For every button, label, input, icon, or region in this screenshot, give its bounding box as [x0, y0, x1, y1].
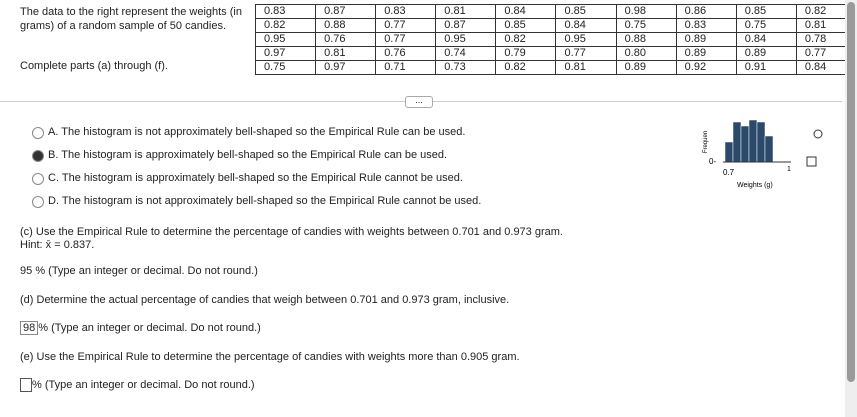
table-cell: 0.85 — [495, 18, 557, 33]
radio[interactable] — [32, 173, 44, 185]
table-cell: 0.89 — [615, 60, 677, 75]
table-cell: 0.77 — [375, 18, 437, 33]
table-cell: 0.82 — [495, 32, 557, 47]
table-cell: 0.97 — [254, 46, 317, 61]
table-cell: 0.80 — [615, 46, 677, 61]
table-cell: 0.95 — [254, 32, 317, 47]
hint: Hint: x̄ = 0.837. — [20, 239, 95, 251]
table-cell: 0.92 — [675, 60, 737, 75]
radio[interactable] — [32, 196, 44, 208]
x-label: Weights (g) — [737, 182, 773, 189]
histogram-bars — [724, 119, 774, 163]
table-cell: 0.88 — [315, 18, 377, 33]
scroll-thumb[interactable] — [847, 2, 855, 382]
table-cell: 0.87 — [315, 4, 377, 19]
x-start: 0.7 — [723, 168, 735, 177]
table-cell: 0.74 — [435, 46, 497, 61]
option-letter: D. — [48, 195, 59, 207]
histogram-thumbnail: Frequen 0- 0.7 1 Weights (g) — [703, 119, 823, 189]
table-cell: 0.83 — [254, 4, 317, 19]
table-cell: 0.71 — [375, 60, 437, 75]
answer-note: % (Type an integer or decimal. Do not ro… — [35, 265, 258, 277]
expand-button[interactable]: ... — [405, 96, 433, 108]
table-cell: 0.81 — [555, 60, 617, 75]
option-text: The histogram is approximately bell-shap… — [61, 172, 463, 184]
table-row: 0.75 0.97 0.71 0.73 0.82 0.81 0.89 0.92 0.91 0.84 — [254, 60, 857, 75]
question: (c) Use the Empirical Rule to determine … — [20, 226, 563, 238]
table-cell: 0.84 — [495, 4, 557, 19]
table-cell: 0.86 — [675, 4, 737, 19]
table-cell: 0.75 — [254, 60, 317, 75]
table-row: 0.82 0.88 0.77 0.87 0.85 0.84 0.75 0.83 0.75 0.81 — [254, 18, 857, 33]
option-letter: A. — [48, 126, 59, 138]
table-cell: 0.82 — [495, 60, 557, 75]
table-cell: 0.83 — [675, 18, 737, 33]
option-text: The histogram is not approximately bell-… — [61, 126, 466, 138]
table-cell: 0.82 — [254, 18, 317, 33]
table-cell: 0.81 — [315, 46, 377, 61]
table-cell: 0.75 — [735, 18, 797, 33]
table-cell: 0.89 — [675, 32, 737, 47]
option-letter: B. — [48, 149, 59, 161]
table-cell: 0.91 — [735, 60, 797, 75]
table-cell: 0.83 — [375, 4, 437, 19]
zoom-icon[interactable] — [813, 129, 823, 139]
table-cell: 0.98 — [615, 4, 677, 19]
table-cell: 0.76 — [315, 32, 377, 47]
radio-selected[interactable] — [32, 150, 44, 162]
option-text: The histogram is not approximately bell-… — [61, 195, 482, 207]
table-cell: 0.84 — [555, 18, 617, 33]
table-cell: 0.73 — [435, 60, 497, 75]
answer[interactable]: 98 — [20, 321, 39, 335]
radio[interactable] — [32, 127, 44, 139]
table-cell: 0.88 — [615, 32, 677, 47]
table-cell: 0.95 — [435, 32, 497, 47]
question: (e) Use the Empirical Rule to determine … — [20, 351, 520, 363]
table-cell: 0.87 — [435, 18, 497, 33]
answer-box[interactable] — [20, 378, 32, 392]
instruction: Complete parts (a) through (f). — [20, 60, 168, 72]
answer-note: % (Type an integer or decimal. Do not ro… — [38, 322, 261, 334]
table-row: 0.83 0.87 0.83 0.81 0.84 0.85 0.98 0.86 0.85 0.82 — [254, 4, 857, 19]
table-cell: 0.85 — [555, 4, 617, 19]
data-table: 0.83 0.87 0.83 0.81 0.84 0.85 0.98 0.86 0.85 0.82… — [254, 4, 857, 75]
table-cell: 0.89 — [735, 46, 797, 61]
table-cell: 0.85 — [735, 4, 797, 19]
table-cell: 0.81 — [435, 4, 497, 19]
table-cell: 0.89 — [675, 46, 737, 61]
x-end: 1 — [787, 166, 791, 173]
table-cell: 0.77 — [375, 32, 437, 47]
y-label: Frequen — [703, 131, 709, 153]
table-cell: 0.95 — [555, 32, 617, 47]
expand-icon[interactable] — [806, 156, 817, 167]
option-letter: C. — [48, 172, 59, 184]
table-cell: 0.77 — [555, 46, 617, 61]
table-cell: 0.79 — [495, 46, 557, 61]
table-cell: 0.84 — [795, 60, 857, 75]
table-row: 0.95 0.76 0.77 0.95 0.82 0.95 0.88 0.89 0.84 0.78 — [254, 32, 857, 47]
answer-note: % (Type an integer or decimal. Do not ro… — [32, 378, 255, 391]
table-cell: 0.84 — [735, 32, 797, 47]
intro-text: The data to the right represent the weig… — [20, 6, 242, 32]
option-text: The histogram is approximately bell-shap… — [61, 149, 448, 161]
table-cell: 0.97 — [315, 60, 377, 75]
table-cell: 0.75 — [615, 18, 677, 33]
table-cell: 0.76 — [375, 46, 437, 61]
answer[interactable]: 95 — [20, 265, 33, 277]
question: (d) Determine the actual percentage of c… — [20, 294, 510, 306]
y-zero: 0- — [709, 157, 716, 166]
table-row: 0.97 0.81 0.76 0.74 0.79 0.77 0.80 0.89 0.89 0.77 — [254, 46, 857, 61]
